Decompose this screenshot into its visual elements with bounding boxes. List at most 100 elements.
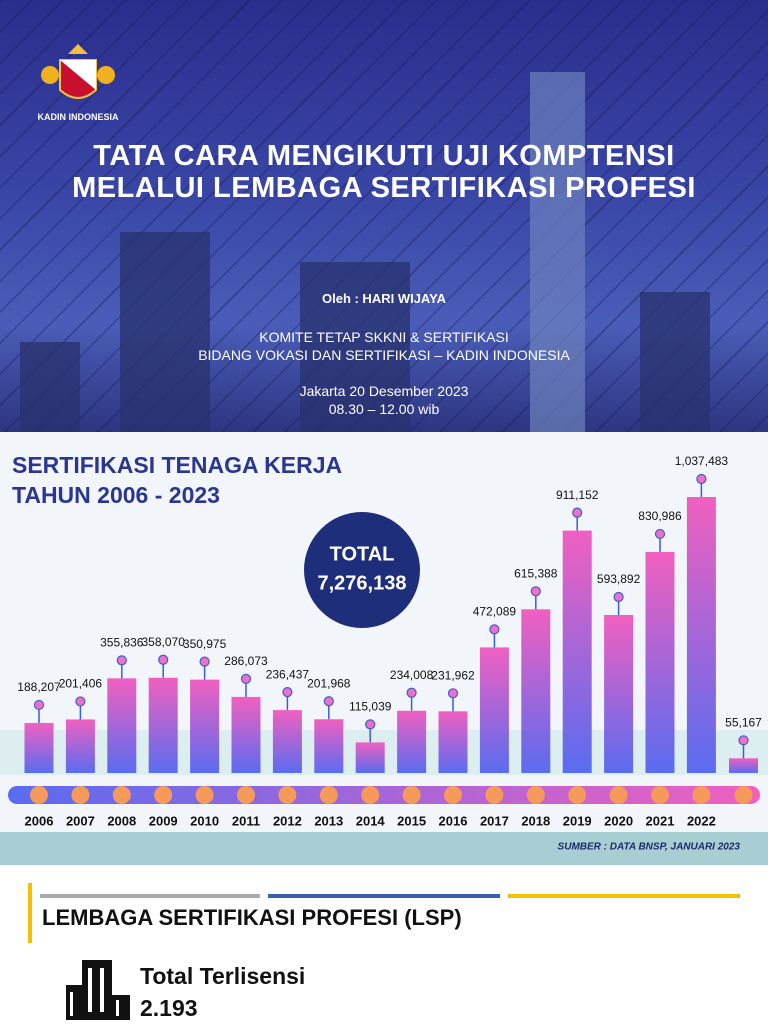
bar [645, 551, 675, 773]
x-tick-label: 2007 [66, 813, 95, 828]
title-line: MELALUI LEMBAGA SERTIFIKASI PROFESI [72, 172, 696, 204]
value-label: 472,089 [473, 605, 517, 619]
bar [190, 679, 220, 773]
timeline-dot [526, 786, 545, 804]
bar [729, 758, 758, 773]
bar [604, 615, 634, 773]
value-label: 115,039 [349, 700, 392, 714]
x-tick-label: 2014 [356, 813, 386, 828]
value-label: 286,073 [224, 654, 268, 668]
pin-head [696, 473, 707, 485]
value-label: 358,070 [142, 635, 186, 649]
bar [686, 497, 716, 773]
committee-line: BIDANG VOKASI DAN SERTIFIKASI – KADIN IN… [198, 347, 570, 363]
pin-head [530, 586, 541, 597]
pin-head [240, 673, 252, 684]
time: 08.30 – 12.00 wib [328, 401, 440, 417]
value-label: 911,152 [556, 488, 599, 502]
pin-head [33, 699, 45, 711]
schedule: Jakarta 20 Desember 2023 08.30 – 12.00 w… [0, 382, 768, 418]
x-tick-label: 2022 [687, 813, 716, 828]
x-tick-label: 2009 [149, 813, 178, 828]
x-tick-label: 2020 [604, 813, 633, 828]
section-title: LEMBAGA SERTIFIKASI PROFESI (LSP) [42, 905, 462, 930]
pin-head [489, 624, 500, 635]
x-tick-label: 2010 [190, 813, 219, 828]
timeline-dot [692, 786, 711, 804]
source: SUMBER : DATA BNSP, JANUARI 2023 [558, 842, 741, 853]
value-label: 593,892 [597, 572, 641, 586]
bar [65, 719, 95, 773]
licensed-value: 2.193 [140, 995, 198, 1021]
logo-text: KADIN INDONESIA [37, 112, 119, 122]
licensed-label: Total Terlisensi [140, 963, 305, 989]
author: Oleh : HARI WIJAYA [321, 291, 446, 306]
bar [231, 696, 261, 773]
timeline-dot [651, 786, 669, 804]
date: Jakarta 20 Desember 2023 [299, 383, 469, 399]
pin-head [572, 507, 583, 518]
x-tick-label: 2018 [521, 813, 550, 828]
bar [397, 710, 427, 773]
x-tick-label: 2011 [232, 813, 260, 828]
pin-head [75, 696, 86, 707]
pin-head [738, 735, 749, 746]
timeline-dot [361, 786, 380, 804]
bar [521, 609, 551, 773]
value-label: 188,207 [17, 680, 61, 694]
building-icon [66, 960, 130, 1020]
bar [24, 722, 54, 773]
title: TATA CARA MENGIKUTI UJI KOMPTENSI MELALU… [0, 140, 768, 204]
timeline-dot [154, 786, 173, 804]
total-label: TOTAL [330, 543, 395, 565]
skyline [530, 72, 585, 432]
pin-head [199, 656, 210, 667]
timeline-dot [30, 786, 48, 804]
value-label: 1,037,483 [675, 454, 729, 468]
bar [562, 530, 592, 773]
skyline [300, 262, 410, 432]
bar [438, 711, 468, 773]
x-tick-label: 2021 [646, 813, 675, 828]
value-label: 231,962 [431, 668, 475, 682]
logo: KADIN INDONESIA [30, 40, 126, 122]
title-line: TATA CARA MENGIKUTI UJI KOMPTENSI [93, 140, 675, 172]
bar [148, 677, 178, 773]
x-tick-label: 2006 [25, 813, 54, 828]
source-band [0, 832, 768, 865]
chart-title: SERTIFIKASI TENAGA KERJA TAHUN 2006 - 20… [12, 452, 342, 508]
pin-head [365, 719, 376, 730]
skyline [640, 292, 710, 432]
timeline-dot [195, 786, 214, 804]
pin-head [323, 696, 334, 707]
value-label: 615,388 [514, 566, 558, 580]
value-label: 201,406 [59, 677, 103, 691]
bar [272, 710, 302, 773]
timeline-dot [237, 786, 255, 804]
timeline-dot [112, 786, 131, 804]
bar [355, 742, 385, 773]
skyline [20, 342, 80, 432]
timeline-dot [402, 786, 421, 804]
value-label: 55,167 [725, 715, 762, 729]
value-label: 355,836 [100, 636, 144, 650]
total-badge [304, 512, 420, 628]
pin-head [447, 688, 459, 699]
pin-head [282, 687, 293, 698]
hero-banner: KADIN INDONESIA TATA CARA MENGIKUTI UJI … [0, 0, 768, 432]
value-label: 350,975 [183, 637, 227, 651]
pin-head [613, 591, 624, 603]
x-tick-label: 2017 [480, 813, 509, 828]
timeline-dot [734, 786, 753, 804]
value-label: 234,008 [390, 668, 434, 682]
x-tick-label: 2015 [397, 813, 426, 828]
timeline-dot [444, 786, 462, 804]
bar [479, 647, 509, 773]
x-tick-label: 2016 [439, 813, 468, 828]
skyline [120, 232, 210, 432]
timeline-dot [609, 786, 628, 804]
timeline-dot [319, 786, 338, 804]
total-value: 7,276,138 [318, 572, 407, 594]
